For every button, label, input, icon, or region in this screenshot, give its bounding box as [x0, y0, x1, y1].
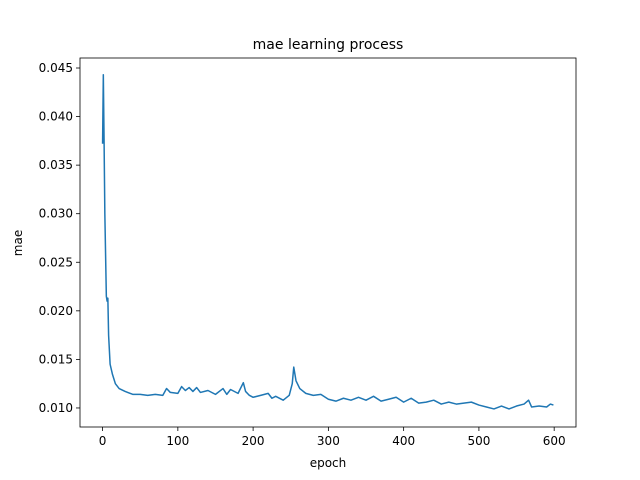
chart-title: mae learning process — [253, 37, 404, 53]
y-tick-label: 0.020 — [39, 304, 73, 318]
y-axis-label: mae — [11, 230, 25, 256]
data-line — [101, 74, 554, 410]
y-tick-label: 0.010 — [39, 401, 73, 415]
x-tick-label: 600 — [543, 434, 566, 448]
x-tick-label: 300 — [317, 434, 340, 448]
y-tick-label: 0.035 — [39, 158, 73, 172]
y-tick-label: 0.045 — [39, 61, 73, 75]
x-tick-label: 500 — [467, 434, 490, 448]
x-tick-label: 0 — [99, 434, 107, 448]
x-tick-label: 400 — [392, 434, 415, 448]
x-axis-label: epoch — [310, 456, 347, 470]
x-tick-label: 100 — [166, 434, 189, 448]
y-tick-label: 0.025 — [39, 255, 73, 269]
y-tick-label: 0.015 — [39, 352, 73, 366]
plot-frame — [79, 57, 577, 428]
y-tick-label: 0.040 — [39, 110, 73, 124]
y-tick-label: 0.030 — [39, 207, 73, 221]
x-tick-label: 200 — [242, 434, 265, 448]
